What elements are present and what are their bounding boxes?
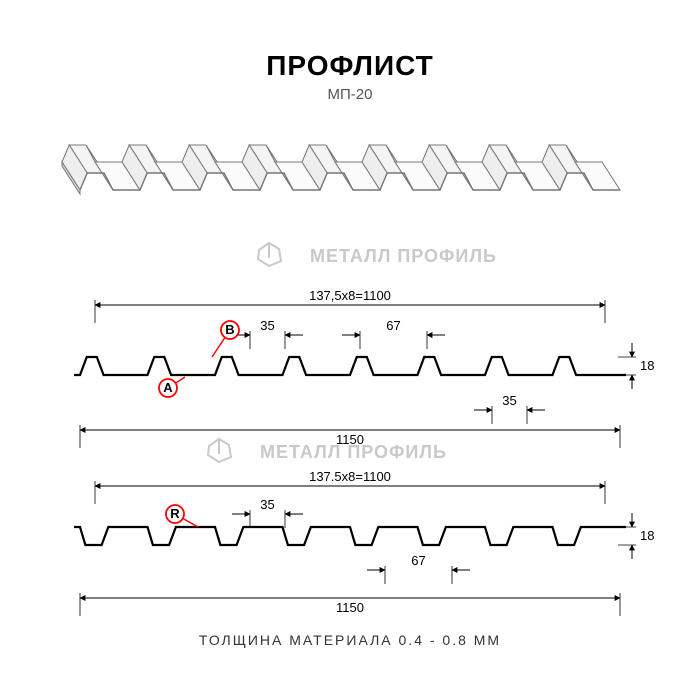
- dimension-label: 18: [640, 358, 654, 373]
- iso-view: [62, 145, 620, 194]
- callout-label: R: [170, 506, 180, 521]
- dimension-label: 35: [502, 393, 516, 408]
- dimension-label: 1150: [336, 600, 364, 615]
- profile-line: [74, 527, 626, 545]
- dimension-label: 137.5x8=1100: [309, 469, 391, 484]
- dimension-label: 35: [260, 497, 274, 512]
- watermark-text: МЕТАЛЛ ПРОФИЛЬ: [310, 246, 497, 266]
- dimension-label: 67: [386, 318, 400, 333]
- dimension-label: 67: [411, 553, 425, 568]
- cross-section-1: 137,5x8=1100 35 67 35 18 1150 A B: [74, 288, 654, 448]
- callout-label: B: [225, 322, 234, 337]
- callout-label: A: [163, 380, 173, 395]
- diagram-canvas: МЕТАЛЛ ПРОФИЛЬМЕТАЛЛ ПРОФИЛЬ137,5x8=1100…: [0, 0, 700, 700]
- dimension-label: 35: [260, 318, 274, 333]
- cross-section-2: 137.5x8=1100 35 67 18 1150 R: [74, 469, 654, 616]
- watermark: МЕТАЛЛ ПРОФИЛЬ: [208, 439, 447, 462]
- dimension-label: 1150: [336, 432, 364, 447]
- dimension-label: 18: [640, 528, 654, 543]
- profile-line: [74, 357, 626, 375]
- watermark: МЕТАЛЛ ПРОФИЛЬ: [258, 243, 497, 266]
- dimension-label: 137,5x8=1100: [309, 288, 391, 303]
